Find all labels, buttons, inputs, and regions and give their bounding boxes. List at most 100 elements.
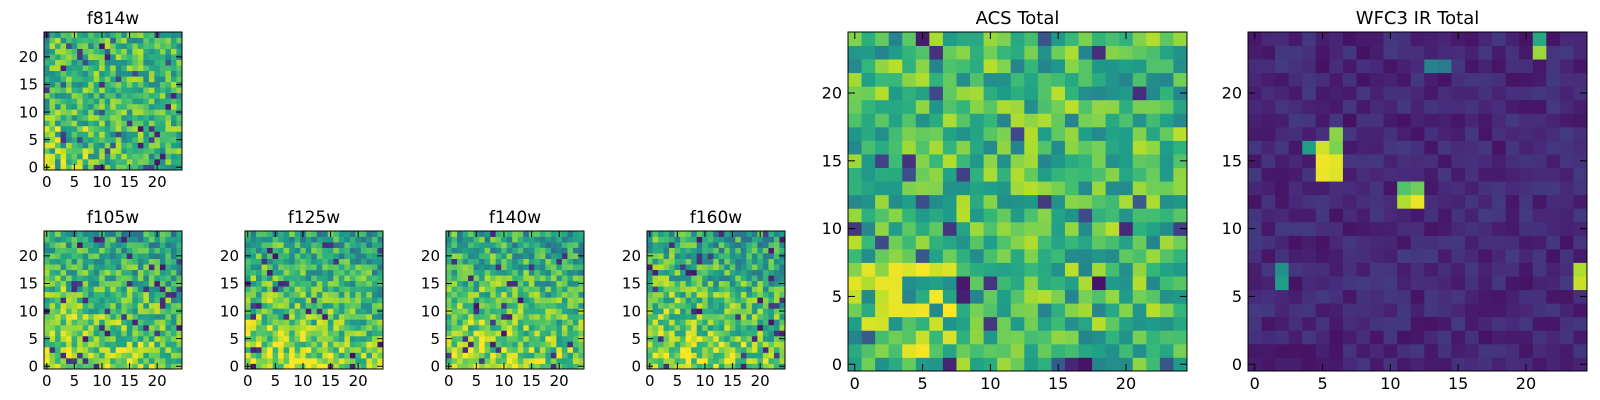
heatmap-cell xyxy=(1010,45,1025,60)
heatmap-cell xyxy=(121,335,128,342)
heatmap-cell xyxy=(110,131,117,138)
heatmap-cell xyxy=(1064,357,1079,372)
heatmap-cell xyxy=(1559,316,1574,331)
heatmap-cell xyxy=(66,87,72,94)
heatmap-cell xyxy=(159,280,166,287)
heatmap-cell xyxy=(685,258,692,265)
heatmap-cell xyxy=(71,308,78,315)
heatmap-cell xyxy=(1105,289,1120,304)
heatmap-cell xyxy=(457,363,463,370)
heatmap-cell xyxy=(44,37,50,44)
heatmap-cell xyxy=(159,253,166,259)
heatmap-cell xyxy=(333,253,340,259)
heatmap-cell xyxy=(861,140,876,155)
heatmap-cell xyxy=(322,302,329,309)
heatmap-cell xyxy=(718,308,725,315)
heatmap-cell xyxy=(888,235,903,250)
heatmap-cell xyxy=(1424,181,1439,196)
heatmap-cell xyxy=(132,346,139,353)
heatmap-cell xyxy=(1173,343,1188,358)
heatmap-cell xyxy=(1370,45,1384,60)
heatmap-cell xyxy=(1437,45,1452,60)
heatmap-cell xyxy=(572,264,579,271)
heatmap-cell xyxy=(245,258,251,265)
heatmap-cell xyxy=(137,352,144,359)
heatmap-cell xyxy=(148,269,155,276)
heatmap-cell xyxy=(1451,72,1466,87)
heatmap-cell xyxy=(1329,289,1344,304)
heatmap-cell xyxy=(126,76,133,83)
heatmap-cell xyxy=(578,352,585,359)
heatmap-cell xyxy=(490,297,497,304)
heatmap-cell xyxy=(1092,140,1107,155)
heatmap-cell xyxy=(1288,208,1303,223)
heatmap-cell xyxy=(121,142,128,149)
heatmap-cell xyxy=(1492,208,1507,223)
heatmap-cell xyxy=(349,335,356,342)
heatmap-cell xyxy=(300,236,307,243)
heatmap-cell xyxy=(517,258,524,265)
heatmap-cell xyxy=(121,330,128,337)
heatmap-cell xyxy=(512,269,519,276)
heatmap-cell xyxy=(344,308,351,315)
heatmap-cell xyxy=(115,247,122,254)
heatmap-cell xyxy=(652,302,659,309)
heatmap-cell xyxy=(344,330,351,337)
heatmap-cell xyxy=(278,275,285,282)
heatmap-cell xyxy=(176,242,183,248)
heatmap-cell xyxy=(1356,181,1371,196)
heatmap-cell xyxy=(528,286,535,293)
heatmap-cell xyxy=(462,319,469,326)
heatmap-cell xyxy=(1275,99,1290,114)
heatmap-cell xyxy=(300,313,307,320)
y-tick-label: 0 xyxy=(28,357,38,375)
heatmap-cell xyxy=(355,291,362,298)
heatmap-cell xyxy=(1546,357,1561,372)
heatmap-cell xyxy=(929,59,944,74)
heatmap-cell xyxy=(517,236,524,243)
heatmap-cell xyxy=(66,54,72,60)
heatmap-cell xyxy=(1383,248,1398,263)
heatmap-cell xyxy=(77,335,84,342)
heatmap-cell xyxy=(696,258,703,265)
heatmap-cell xyxy=(126,308,133,315)
heatmap-cell xyxy=(746,275,753,282)
heatmap-cell xyxy=(724,308,731,315)
heatmap-cell xyxy=(360,319,367,326)
heatmap-cell xyxy=(1132,72,1147,87)
heatmap-cell xyxy=(1132,303,1147,318)
heatmap-cell xyxy=(154,297,161,304)
heatmap-cell xyxy=(170,48,177,55)
heatmap-cell xyxy=(550,341,557,348)
heatmap-cell xyxy=(902,221,917,236)
heatmap-cell xyxy=(1397,248,1412,263)
heatmap-cell xyxy=(148,335,155,342)
heatmap-cell xyxy=(740,275,747,282)
heatmap-cell xyxy=(66,319,72,326)
x-tick-label: 5 xyxy=(472,372,482,390)
heatmap-cell xyxy=(148,43,155,49)
heatmap-cell xyxy=(148,253,155,259)
heatmap-cell xyxy=(99,131,106,138)
heatmap-cell xyxy=(707,291,714,298)
heatmap-cell xyxy=(333,242,340,248)
heatmap-cell xyxy=(556,324,563,331)
heatmap-cell xyxy=(1010,86,1025,101)
heatmap-cell xyxy=(121,37,128,44)
heatmap-cell xyxy=(685,308,692,315)
heatmap-cell xyxy=(1573,140,1588,155)
heatmap-cell xyxy=(316,258,323,265)
heatmap-cell xyxy=(685,286,692,293)
heatmap-cell xyxy=(126,302,133,309)
heatmap-cell xyxy=(1092,194,1107,209)
heatmap-cell xyxy=(495,324,502,331)
heatmap-cell xyxy=(1464,330,1479,345)
heatmap-cell xyxy=(1024,330,1039,345)
heatmap-cell xyxy=(82,302,89,309)
heatmap-cell xyxy=(93,313,100,320)
heatmap-cell xyxy=(143,98,150,105)
heatmap-cell xyxy=(1159,167,1174,182)
heatmap-cell xyxy=(517,291,524,298)
heatmap-cell xyxy=(1261,221,1276,236)
